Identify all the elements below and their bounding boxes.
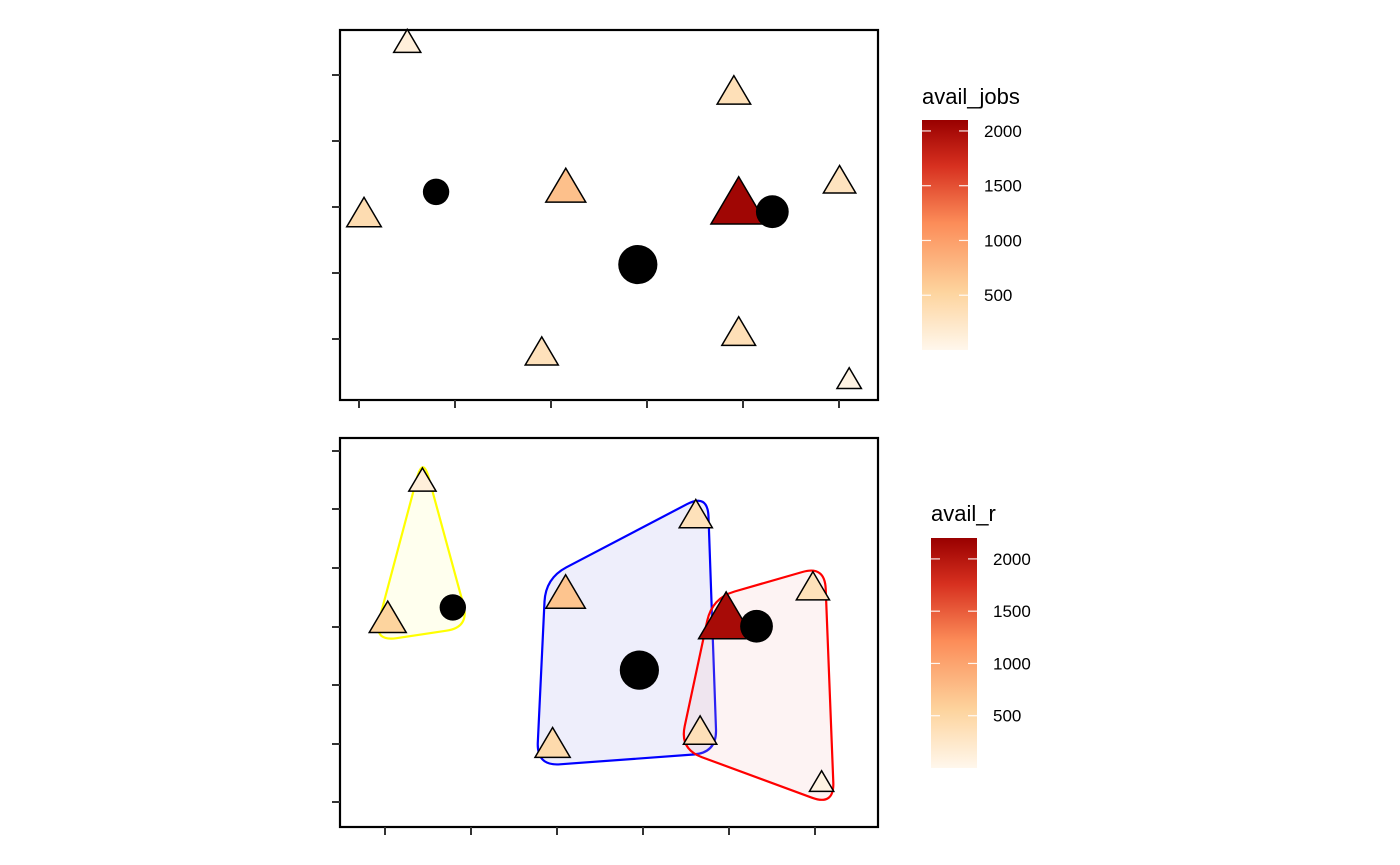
supply-point bbox=[795, 570, 831, 601]
demand-point bbox=[740, 609, 773, 643]
bottom-panel-ticks bbox=[332, 450, 816, 835]
top-panel-ticks bbox=[332, 74, 840, 408]
supply-point bbox=[677, 498, 714, 529]
top-panel-frame bbox=[338, 28, 880, 402]
legend-tick-label: 1000 bbox=[984, 231, 1022, 250]
supply-point bbox=[407, 466, 438, 492]
supply-point bbox=[392, 27, 423, 54]
demand-point bbox=[619, 650, 659, 690]
legend-tick-label: 500 bbox=[984, 286, 1012, 305]
legend-tick-label: 500 bbox=[993, 707, 1021, 726]
supply-point bbox=[523, 335, 560, 366]
legend-ticks: 500 1000 1500 2000 bbox=[931, 550, 1031, 726]
supply-point bbox=[835, 366, 863, 390]
colorbar bbox=[931, 538, 977, 768]
legend-title: avail_r bbox=[931, 501, 996, 526]
supply-point bbox=[715, 74, 752, 105]
demand-point bbox=[755, 195, 789, 229]
demand-point bbox=[618, 244, 658, 285]
demand-point bbox=[439, 594, 467, 621]
legend-tick-label: 2000 bbox=[993, 550, 1031, 569]
supply-point bbox=[697, 590, 756, 640]
supply-point bbox=[822, 163, 858, 194]
bottom-panel-marks bbox=[367, 466, 836, 793]
supply-point bbox=[682, 714, 719, 745]
legend-tick-label: 1500 bbox=[984, 177, 1022, 196]
supply-point bbox=[533, 726, 572, 759]
legend-tick-label: 1000 bbox=[993, 654, 1031, 673]
demand-point bbox=[422, 178, 450, 206]
supply-point bbox=[808, 769, 836, 793]
legend-avail-jobs: avail_jobs 500 1000 1500 2000 bbox=[922, 84, 1022, 350]
supply-point bbox=[544, 573, 587, 610]
legend-tick-label: 2000 bbox=[984, 122, 1022, 141]
bottom-map-panel bbox=[332, 436, 880, 835]
colorbar bbox=[922, 120, 968, 350]
legend-ticks: 500 1000 1500 2000 bbox=[922, 122, 1022, 305]
supply-point bbox=[544, 166, 588, 203]
supply-point bbox=[345, 195, 383, 228]
legend-tick-label: 1500 bbox=[993, 602, 1031, 621]
supply-point bbox=[720, 315, 757, 347]
supply-point bbox=[367, 599, 408, 634]
top-panel-marks bbox=[345, 27, 863, 390]
top-map-panel bbox=[332, 27, 880, 408]
catchment-area bbox=[536, 499, 718, 766]
legend-avail-r: avail_r 500 1000 1500 2000 bbox=[931, 501, 1031, 768]
supply-point bbox=[709, 175, 768, 225]
legend-title: avail_jobs bbox=[922, 84, 1020, 109]
